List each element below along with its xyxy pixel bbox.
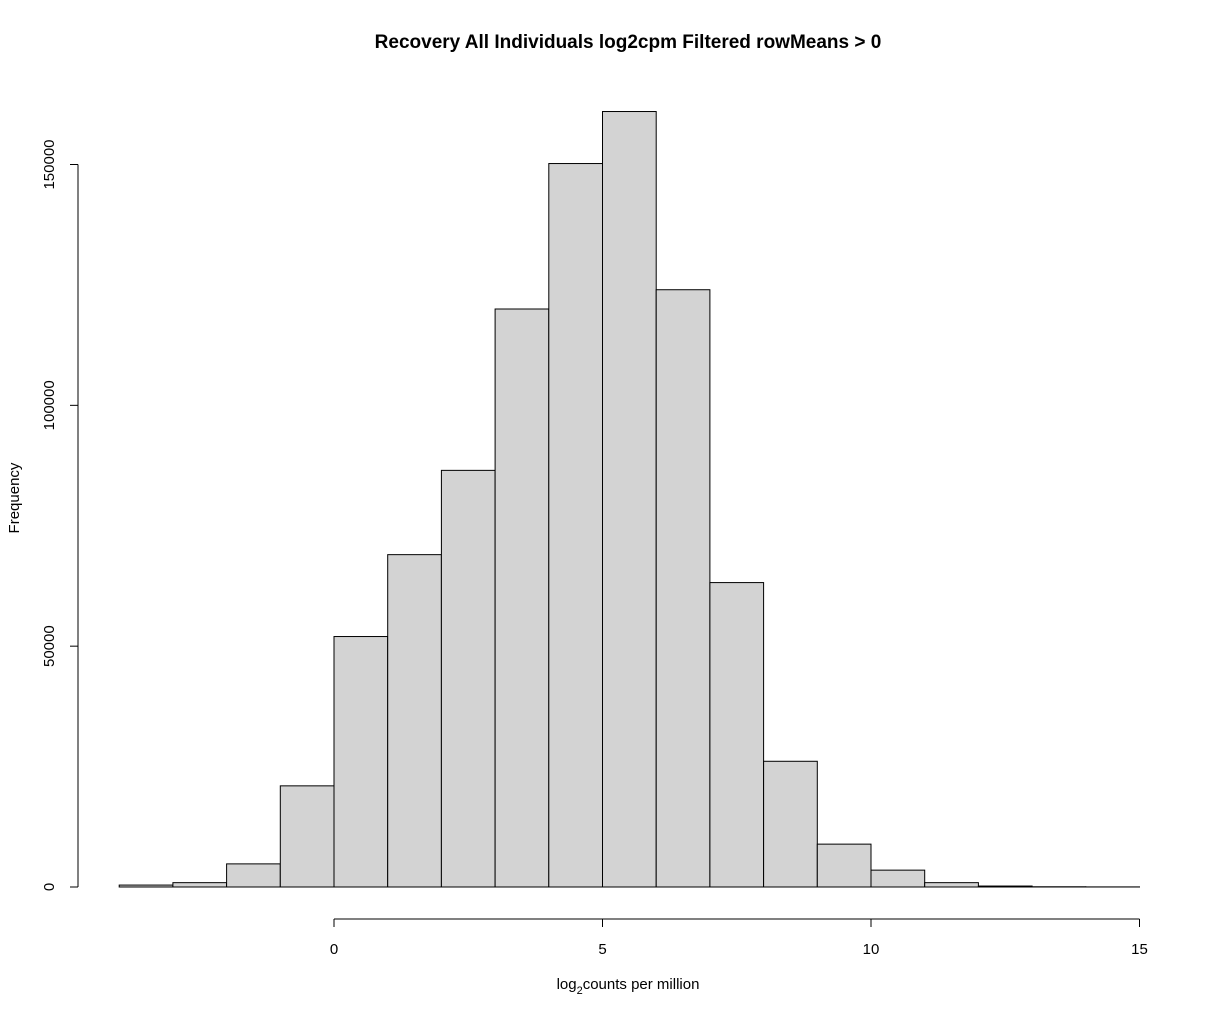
bars-group <box>118 111 1141 888</box>
y-tick-label: 150000 <box>41 139 58 189</box>
y-tick-label: 100000 <box>41 380 58 430</box>
histogram-bar <box>440 469 496 888</box>
histogram-bar <box>924 882 979 888</box>
histogram-bar <box>816 843 872 888</box>
y-tick-label: 50000 <box>41 625 58 667</box>
histogram-bar <box>226 863 281 888</box>
histogram-bar <box>118 884 174 888</box>
histogram-bar <box>870 869 926 888</box>
histogram-bar <box>655 289 711 888</box>
x-axis-label-suffix: counts per million <box>583 976 700 993</box>
histogram-bar <box>602 111 657 888</box>
y-axis-label: Frequency <box>6 462 23 533</box>
x-tick-label: 0 <box>330 941 338 958</box>
x-tick-label: 15 <box>1131 941 1148 958</box>
histogram-bar <box>977 885 1033 888</box>
histogram-bar <box>172 882 228 888</box>
x-axis-label-prefix: log <box>557 976 577 993</box>
y-tick-label: 0 <box>41 883 58 891</box>
histogram-bar <box>387 554 442 888</box>
y-axis: 0 50000 100000 150000 <box>41 139 79 891</box>
x-axis-label-subscript: 2 <box>577 985 583 997</box>
histogram-bar <box>763 760 818 888</box>
x-axis: 0 5 10 15 <box>330 918 1148 958</box>
histogram-bar <box>548 163 603 888</box>
histogram-bar <box>333 636 389 888</box>
histogram-bar <box>709 582 765 888</box>
histogram-bar <box>494 308 550 888</box>
chart-title: Recovery All Individuals log2cpm Filtere… <box>375 32 882 53</box>
x-tick-label: 10 <box>863 941 880 958</box>
x-axis-label: log2counts per million <box>557 976 700 997</box>
x-tick-label: 5 <box>598 941 606 958</box>
histogram-bar <box>279 785 335 888</box>
